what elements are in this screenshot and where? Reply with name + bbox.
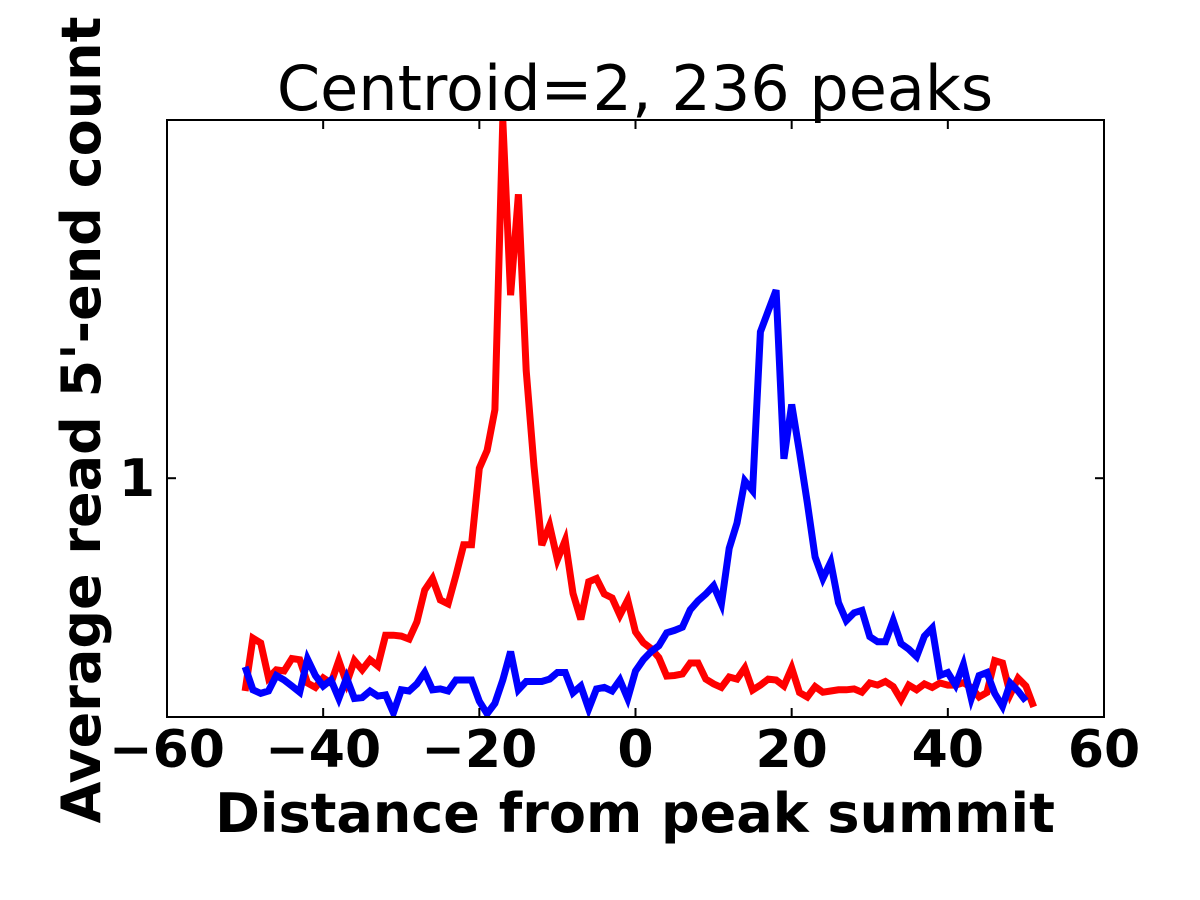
- tick-layer: −60 −40 −20 0 20 40 60 1: [109, 120, 1140, 780]
- x-tick-label: −40: [265, 720, 381, 780]
- series-layer: [241, 120, 1037, 717]
- x-axis-label: Distance from peak summit: [215, 782, 1055, 845]
- series-line-2: [241, 288, 1029, 717]
- chart-title: Centroid=2, 236 peaks: [277, 52, 993, 125]
- series-line-1: [241, 120, 1037, 709]
- y-axis-label: Average read 5'-end count: [50, 17, 113, 824]
- x-tick-label: 20: [755, 720, 827, 780]
- x-tick-label: 60: [1068, 720, 1140, 780]
- x-tick-label: −20: [421, 720, 537, 780]
- y-tick-label: 1: [119, 449, 155, 509]
- x-tick-label: −60: [109, 720, 225, 780]
- x-tick-label: 40: [912, 720, 984, 780]
- x-tick-label: 0: [617, 720, 653, 780]
